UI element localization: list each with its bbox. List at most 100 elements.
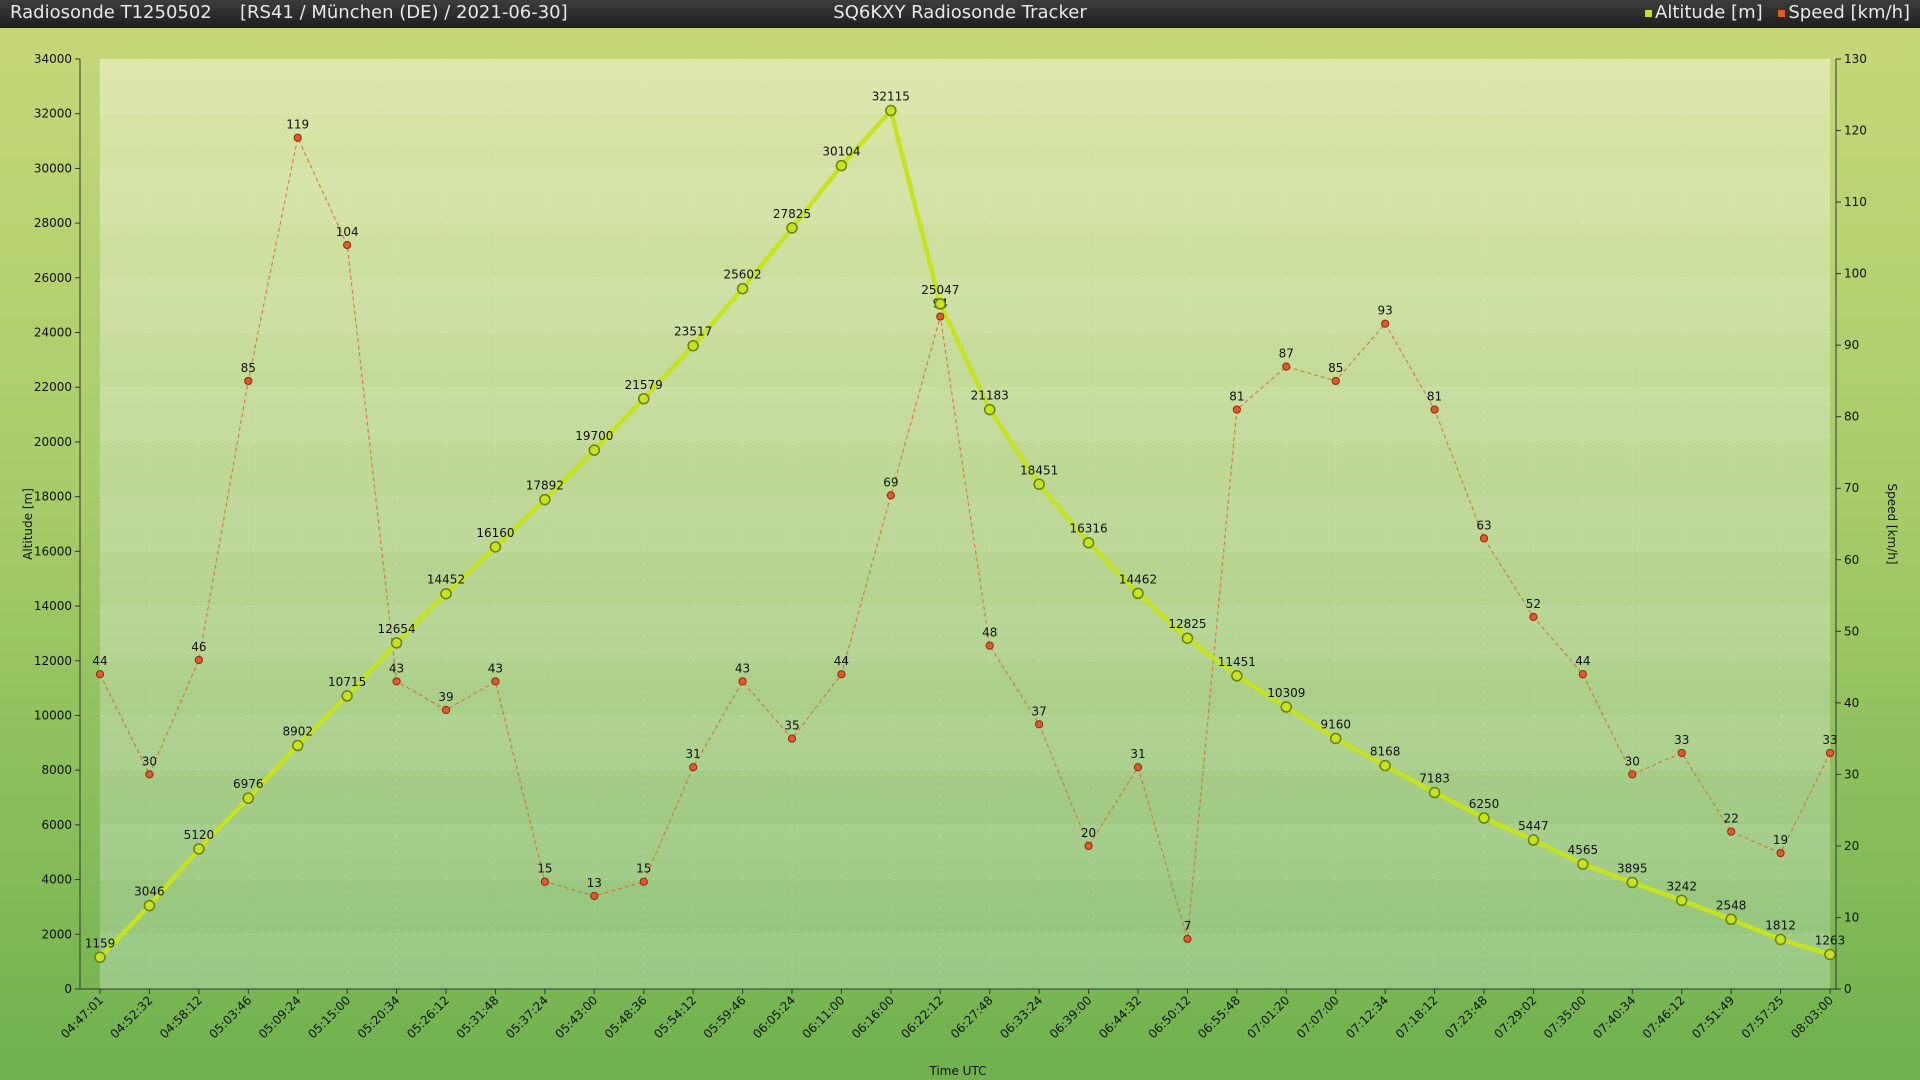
grid-band — [100, 715, 1830, 771]
altitude-point — [291, 739, 304, 752]
speed-label: 69 — [883, 475, 898, 489]
speed-point — [343, 240, 352, 250]
altitude-point — [1033, 478, 1045, 491]
altitude-point — [983, 403, 996, 416]
speed-label: 81 — [1229, 390, 1244, 404]
speed-label: 22 — [1724, 812, 1739, 826]
altitude-label: 14452 — [427, 573, 465, 587]
speed-label: 30 — [1625, 754, 1640, 768]
y-tick-label-left: 2000 — [41, 927, 72, 941]
speed-point — [936, 312, 945, 321]
speed-label: 85 — [241, 361, 256, 375]
speed-point — [145, 770, 154, 779]
y-tick-label-left: 16000 — [34, 544, 72, 558]
speed-label: 48 — [982, 626, 997, 640]
altitude-point — [440, 587, 452, 600]
speed-label: 93 — [1378, 304, 1393, 318]
x-tick-label: 05:59:46 — [701, 993, 749, 1041]
altitude-point — [1774, 933, 1787, 946]
x-tick-label: 05:48:36 — [602, 993, 650, 1041]
grid-band — [100, 277, 1830, 333]
speed-label: 33 — [1674, 733, 1689, 747]
altitude-label: 1263 — [1815, 933, 1846, 947]
altitude-label: 17892 — [526, 479, 564, 493]
speed-label: 44 — [834, 654, 849, 668]
title-bar: Radiosonde T1250502 [RS41 / München (DE)… — [0, 0, 1920, 28]
y-tick-label-left: 4000 — [41, 873, 72, 887]
altitude-label: 16160 — [476, 526, 514, 540]
altitude-label: 19700 — [575, 429, 613, 443]
speed-point — [1133, 763, 1143, 772]
altitude-point — [143, 899, 156, 912]
altitude-point — [637, 393, 650, 405]
speed-label: 81 — [1427, 390, 1442, 404]
speed-label: 52 — [1526, 597, 1541, 611]
altitude-label: 12654 — [377, 622, 415, 636]
altitude-point — [1329, 732, 1342, 745]
speed-point — [787, 734, 797, 743]
y-tick-label-left: 12000 — [34, 654, 72, 668]
altitude-point — [1082, 536, 1095, 549]
y-tick-label-right: 70 — [1844, 481, 1859, 495]
y-tick-label-right: 10 — [1844, 910, 1859, 924]
altitude-point — [588, 444, 601, 456]
x-tick-label: 05:15:00 — [305, 993, 353, 1041]
y-tick-label-left: 24000 — [34, 326, 72, 340]
altitude-point — [1181, 632, 1194, 644]
speed-point — [1825, 748, 1835, 758]
speed-point — [837, 670, 846, 679]
altitude-point — [1478, 812, 1490, 824]
x-tick-label: 05:03:46 — [206, 993, 254, 1041]
altitude-point — [1132, 587, 1144, 600]
legend-item-speed[interactable]: Speed [km/h] — [1778, 0, 1910, 26]
altitude-point — [1675, 894, 1688, 907]
altitude-label: 1159 — [85, 936, 116, 950]
x-tick-label: 06:44:32 — [1096, 993, 1144, 1041]
x-tick-label: 04:52:32 — [108, 993, 156, 1041]
legend-item-altitude[interactable]: Altitude [m] — [1645, 0, 1763, 26]
altitude-point — [885, 104, 897, 117]
grid-band — [100, 824, 1830, 880]
altitude-label: 21183 — [971, 389, 1009, 403]
app-title: SQ6KXY Radiosonde Tracker — [833, 2, 1087, 23]
legend: Altitude [m] Speed [km/h] — [1635, 0, 1910, 26]
x-tick-label: 08:03:00 — [1788, 993, 1836, 1041]
y-tick-label-left: 14000 — [34, 599, 72, 613]
speed-point — [540, 877, 549, 886]
altitude-label: 8902 — [282, 725, 313, 739]
speed-label: 20 — [1081, 826, 1096, 840]
speed-point — [441, 705, 451, 715]
y-tick-label-right: 110 — [1844, 195, 1867, 209]
altitude-label: 21579 — [625, 378, 663, 392]
y-tick-label-right: 30 — [1844, 767, 1859, 781]
speed-point — [1035, 720, 1044, 729]
speed-point — [1282, 362, 1291, 371]
y-tick-label-left: 10000 — [34, 708, 72, 722]
altitude-label: 3046 — [134, 885, 165, 899]
speed-point — [689, 763, 698, 772]
speed-label: 39 — [438, 690, 453, 704]
altitude-label: 3895 — [1617, 861, 1648, 875]
x-tick-label: 05:43:00 — [552, 993, 600, 1041]
speed-label: 15 — [636, 862, 651, 876]
x-tick-label: 06:27:48 — [948, 993, 996, 1041]
x-tick-label: 05:26:12 — [404, 993, 452, 1041]
speed-point — [1183, 934, 1192, 944]
x-tick-label: 07:18:12 — [1393, 993, 1441, 1041]
altitude-point — [835, 159, 848, 172]
y-tick-label-right: 120 — [1844, 124, 1867, 138]
y-tick-label-right: 20 — [1844, 839, 1859, 853]
sonde-id: Radiosonde T1250502 — [10, 2, 212, 23]
altitude-point — [1824, 948, 1836, 961]
altitude-label: 1812 — [1765, 918, 1796, 932]
speed-point — [1776, 848, 1785, 858]
altitude-point — [193, 843, 205, 855]
y-axis-title-right: Speed [km/h] — [1885, 483, 1899, 564]
grid-band — [100, 168, 1830, 224]
altitude-label: 18451 — [1020, 463, 1058, 477]
y-tick-label-right: 90 — [1844, 338, 1859, 352]
altitude-label: 11451 — [1218, 655, 1256, 669]
altitude-label: 5447 — [1518, 819, 1549, 833]
speed-label: 15 — [537, 862, 552, 876]
grid-band — [100, 59, 1830, 114]
